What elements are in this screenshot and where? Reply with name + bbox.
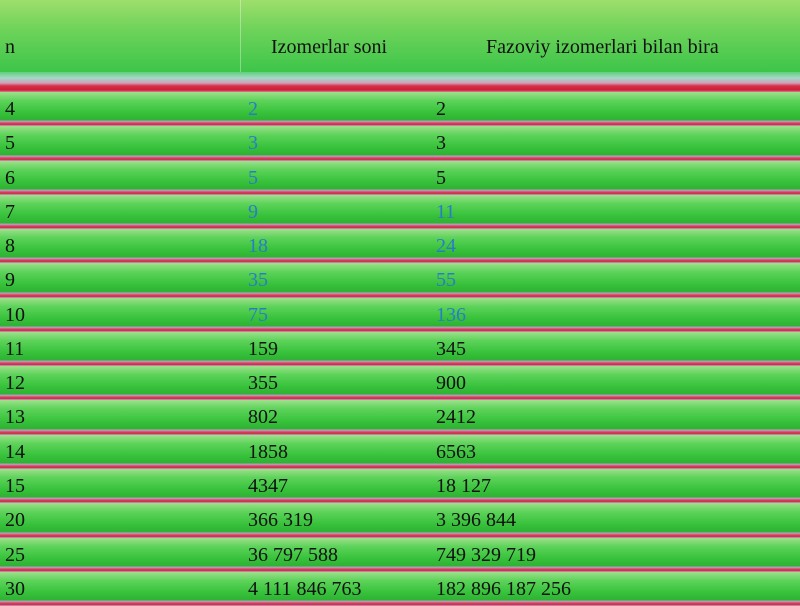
table-cell: 7 (5, 200, 15, 223)
table-row: 8 18 24 (0, 229, 800, 264)
table-cell: 2 (248, 98, 258, 120)
table-cell: 5 (248, 166, 258, 189)
table-cell: 4 111 846 763 (248, 577, 362, 600)
table-cell: 5 (5, 132, 15, 155)
table-cell: 25 (5, 543, 25, 566)
table-cell: 8 (5, 235, 15, 258)
table-cell: 355 (248, 372, 278, 395)
table-cell: 2 (436, 98, 446, 120)
table-cell: 6 (5, 166, 15, 189)
table-cell: 4 (5, 98, 15, 120)
table-cell: 9 (248, 200, 258, 223)
table-cell: 15 (5, 474, 25, 497)
table-cell: 2412 (436, 406, 476, 429)
header-separator (0, 72, 800, 92)
table-cell: 3 (436, 132, 446, 155)
table-cell: 366 319 (248, 509, 313, 532)
table-cell: 55 (436, 269, 456, 292)
table-row: 10 75 136 (0, 297, 800, 332)
header-cell: n (5, 36, 15, 58)
table-row: 15 4347 18 127 (0, 468, 800, 504)
table-row: 30 4 111 846 763 182 896 187 256 (0, 571, 800, 606)
table-cell: 1858 (248, 440, 288, 463)
table-cell: 3 396 844 (436, 509, 516, 532)
header-cell: Fazoviy izomerlari bilan bira (486, 36, 719, 58)
table-cell: 24 (436, 235, 456, 258)
table-row: 12 355 900 (0, 366, 800, 401)
table-cell: 900 (436, 372, 466, 395)
table-cell: 136 (436, 303, 466, 326)
table-row: 20 366 319 3 396 844 (0, 503, 800, 538)
table-cell: 14 (5, 440, 25, 463)
table-cell: 18 (248, 235, 268, 258)
table-cell: 182 896 187 256 (436, 577, 571, 600)
table-cell: 30 (5, 577, 25, 600)
table-row: 6 5 5 (0, 160, 800, 195)
table-row: 5 3 3 (0, 126, 800, 161)
table-row: 4 2 2 (0, 92, 800, 127)
column-divider (240, 0, 241, 72)
table-row: 14 1858 6563 (0, 434, 800, 469)
table-row: 25 36 797 588 749 329 719 (0, 537, 800, 572)
header-band: n Izomerlar soni Fazoviy izomerlari bila… (0, 0, 800, 72)
table-cell: 11 (5, 337, 25, 360)
table-cell: 9 (5, 269, 15, 292)
table-cell: 10 (5, 303, 25, 326)
table-cell: 4347 (248, 474, 288, 497)
table-cell: 11 (436, 200, 456, 223)
table-cell: 345 (436, 337, 466, 360)
table-row: 11 159 345 (0, 331, 800, 367)
table-cell: 159 (248, 337, 278, 360)
table-cell: 3 (248, 132, 258, 155)
table-cell: 6563 (436, 440, 476, 463)
table-cell: 36 797 588 (248, 543, 338, 566)
table-cell: 749 329 719 (436, 543, 536, 566)
table-cell: 35 (248, 269, 268, 292)
table-row: 13 802 2412 (0, 400, 800, 435)
header-cell: Izomerlar soni (271, 36, 388, 58)
table-row: 7 9 11 (0, 194, 800, 230)
table-cell: 5 (436, 166, 446, 189)
table-cell: 75 (248, 303, 268, 326)
table-cell: 802 (248, 406, 278, 429)
table-cell: 20 (5, 509, 25, 532)
table-cell: 13 (5, 406, 25, 429)
table-cell: 12 (5, 372, 25, 395)
table-cell: 18 127 (436, 474, 491, 497)
table-row: 9 35 55 (0, 263, 800, 298)
